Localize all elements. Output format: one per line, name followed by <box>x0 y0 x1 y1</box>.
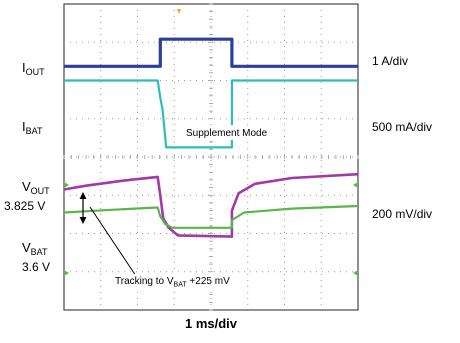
ground-marker-right-2 <box>353 270 358 276</box>
ground-marker-left-2 <box>64 270 69 276</box>
ibat-scale-label: 500 mA/div <box>372 120 432 134</box>
trace-vbat <box>63 204 359 229</box>
ground-marker-left <box>64 182 69 188</box>
supplement-mode-annotation: Supplement Mode <box>186 128 268 139</box>
trace-vout <box>63 172 359 238</box>
iout-label: IOUT <box>22 60 45 77</box>
gap-arrow-head-up <box>79 192 87 199</box>
vout-value-label: 3.825 V <box>4 199 45 213</box>
tracking-annotation: Tracking to VBAT +225 mV <box>115 276 230 289</box>
ground-marker-right <box>353 182 358 188</box>
iout-scale-label: 1 A/div <box>372 54 408 68</box>
tracking-pointer-line <box>89 206 137 277</box>
x-axis-label: 1 ms/div <box>185 316 238 331</box>
tracking-label-bg <box>112 274 228 289</box>
vbat-value-label: 3.6 V <box>22 260 50 274</box>
waveform-traces <box>63 37 359 238</box>
vbat-label: VBAT <box>22 240 48 257</box>
supplement-mode-bg <box>184 125 276 140</box>
trace-iout <box>64 37 358 68</box>
trigger-marker <box>177 9 181 14</box>
voltage-scale-label: 200 mV/div <box>372 207 432 221</box>
vout-label: VOUT <box>22 179 50 196</box>
ibat-label: IBAT <box>22 119 43 136</box>
trace-ibat <box>64 79 358 149</box>
gap-arrow-head-down <box>79 217 87 224</box>
